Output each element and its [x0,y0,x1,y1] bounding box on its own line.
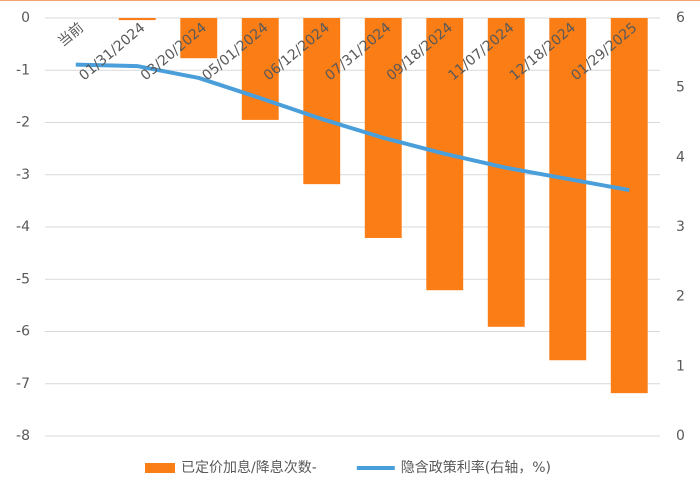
bar [487,18,525,327]
x-tick-label: 当前 [55,19,87,50]
y2-tick-label: 4 [676,149,685,165]
bar [610,18,648,394]
y-tick-label: -6 [16,324,30,340]
y2-tick-label: 6 [676,10,685,26]
y-tick-label: -7 [16,376,30,392]
bar [549,18,587,361]
y-tick-label: -2 [16,115,30,131]
y-tick-label: -5 [16,271,30,287]
y2-tick-label: 2 [676,289,685,305]
y2-tick-label: 3 [676,219,685,235]
line [75,62,630,193]
bar [118,18,156,21]
legend-swatch [145,463,175,473]
legend-label: 已定价加息/降息次数- [181,459,317,476]
bar [303,18,341,185]
y2-tick-label: 0 [676,428,685,444]
y-tick-label: -3 [16,167,30,183]
y-tick-label: 0 [21,10,30,26]
bar [364,18,402,238]
y2-tick-label: 5 [676,80,685,96]
y-tick-label: -4 [16,219,30,235]
y-tick-label: -1 [16,62,30,78]
legend-label: 隐含政策利率(右轴，%) [401,459,551,476]
y2-tick-label: 1 [676,358,685,374]
y-tick-label: -8 [16,428,30,444]
bar [180,18,218,59]
x-tick-label: 01/31/2024 [76,20,148,84]
